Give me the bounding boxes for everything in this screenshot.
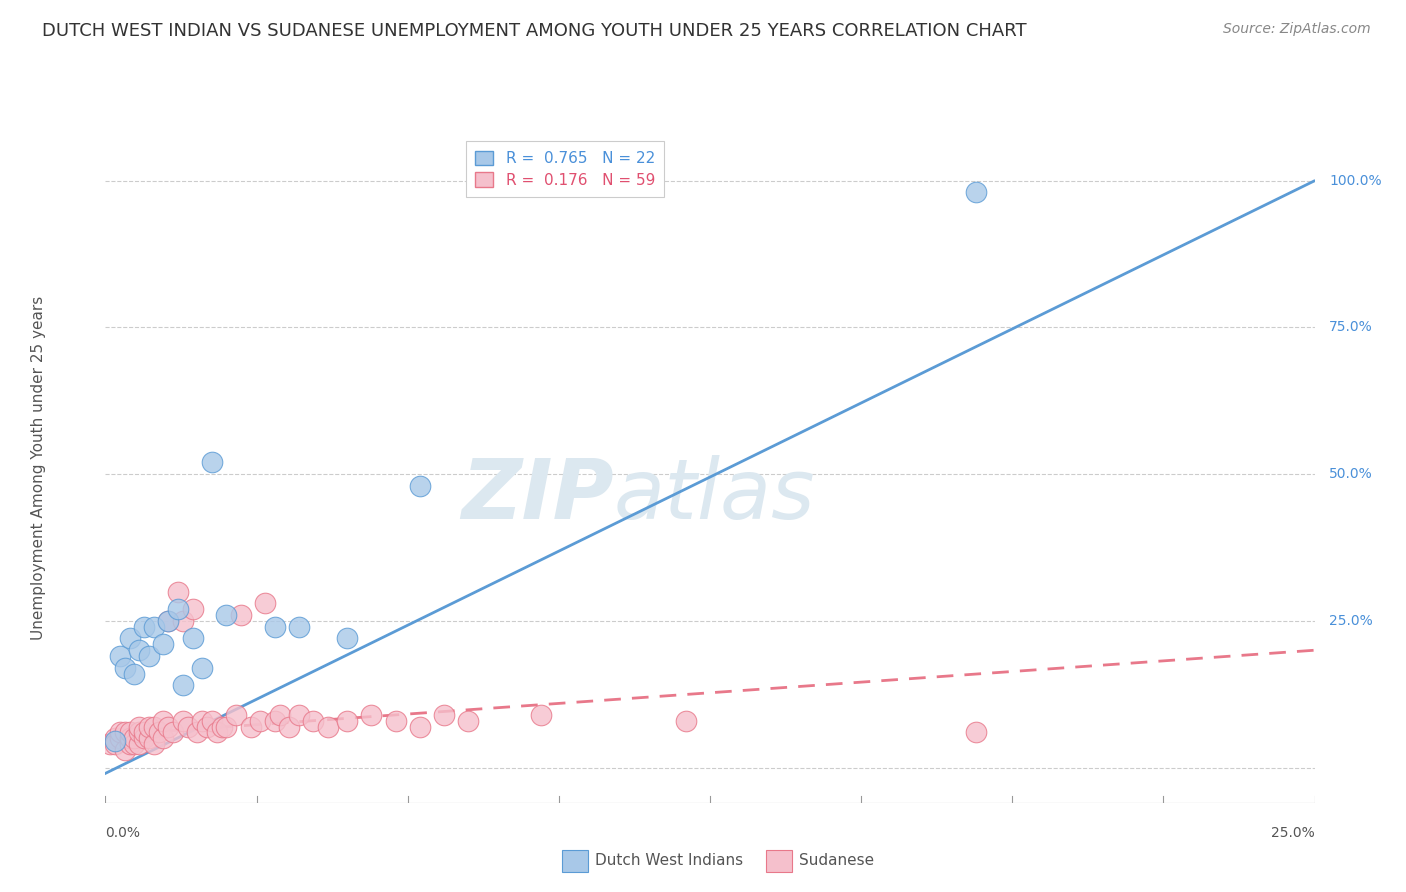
Point bbox=[336, 632, 359, 646]
Point bbox=[128, 643, 150, 657]
Point bbox=[409, 719, 432, 733]
Point bbox=[191, 661, 214, 675]
Text: Unemployment Among Youth under 25 years: Unemployment Among Youth under 25 years bbox=[31, 296, 46, 640]
Point bbox=[134, 725, 156, 739]
Point bbox=[108, 731, 131, 746]
Point bbox=[114, 661, 136, 675]
Point bbox=[118, 725, 141, 739]
Point bbox=[124, 737, 146, 751]
Point bbox=[98, 737, 121, 751]
Legend: R =  0.765   N = 22, R =  0.176   N = 59: R = 0.765 N = 22, R = 0.176 N = 59 bbox=[465, 142, 664, 197]
Point bbox=[118, 737, 141, 751]
Point bbox=[225, 707, 247, 722]
Point bbox=[530, 707, 553, 722]
Text: 75.0%: 75.0% bbox=[1329, 320, 1372, 334]
Point bbox=[134, 620, 156, 634]
Text: 25.0%: 25.0% bbox=[1329, 614, 1372, 628]
Point bbox=[172, 714, 194, 728]
Point bbox=[201, 714, 224, 728]
Point bbox=[360, 707, 382, 722]
Point bbox=[457, 714, 479, 728]
Point bbox=[138, 731, 160, 746]
Point bbox=[215, 607, 238, 622]
Text: 25.0%: 25.0% bbox=[1271, 826, 1315, 840]
Point bbox=[239, 719, 262, 733]
Point bbox=[201, 455, 224, 469]
Point bbox=[336, 714, 359, 728]
Point bbox=[229, 607, 252, 622]
Point bbox=[118, 632, 141, 646]
Point bbox=[124, 666, 146, 681]
Text: 50.0%: 50.0% bbox=[1329, 467, 1372, 481]
Point bbox=[152, 714, 174, 728]
Point bbox=[128, 719, 150, 733]
Point bbox=[288, 707, 311, 722]
Point bbox=[104, 734, 127, 748]
Point bbox=[176, 719, 198, 733]
Point bbox=[288, 620, 311, 634]
Point bbox=[384, 714, 406, 728]
Point bbox=[316, 719, 339, 733]
Point bbox=[114, 743, 136, 757]
Point bbox=[152, 637, 174, 651]
Point bbox=[675, 714, 697, 728]
Text: 100.0%: 100.0% bbox=[1329, 174, 1382, 187]
Point bbox=[152, 731, 174, 746]
Point bbox=[128, 737, 150, 751]
Point bbox=[965, 186, 987, 200]
Point bbox=[172, 678, 194, 692]
Point bbox=[104, 737, 127, 751]
Text: Source: ZipAtlas.com: Source: ZipAtlas.com bbox=[1223, 22, 1371, 37]
Point bbox=[108, 649, 131, 664]
Point bbox=[157, 614, 180, 628]
Text: 0.0%: 0.0% bbox=[105, 826, 141, 840]
Point bbox=[114, 725, 136, 739]
Text: Sudanese: Sudanese bbox=[799, 854, 873, 868]
Text: DUTCH WEST INDIAN VS SUDANESE UNEMPLOYMENT AMONG YOUTH UNDER 25 YEARS CORRELATIO: DUTCH WEST INDIAN VS SUDANESE UNEMPLOYME… bbox=[42, 22, 1026, 40]
Point bbox=[965, 725, 987, 739]
Point bbox=[157, 719, 180, 733]
Point bbox=[278, 719, 301, 733]
Point bbox=[148, 725, 170, 739]
Point bbox=[181, 632, 204, 646]
Point bbox=[263, 620, 285, 634]
Point bbox=[108, 725, 131, 739]
Point bbox=[181, 602, 204, 616]
Point bbox=[302, 714, 325, 728]
Point bbox=[167, 602, 190, 616]
Point bbox=[215, 719, 238, 733]
Text: ZIP: ZIP bbox=[461, 455, 613, 535]
Point bbox=[138, 649, 160, 664]
Point bbox=[409, 479, 432, 493]
Point bbox=[104, 731, 127, 746]
Text: Dutch West Indians: Dutch West Indians bbox=[595, 854, 742, 868]
Point bbox=[433, 707, 456, 722]
Point bbox=[128, 725, 150, 739]
Point bbox=[157, 614, 180, 628]
Point bbox=[142, 719, 165, 733]
Point bbox=[191, 714, 214, 728]
Point bbox=[118, 731, 141, 746]
Point bbox=[172, 614, 194, 628]
Point bbox=[134, 731, 156, 746]
Point bbox=[142, 620, 165, 634]
Point bbox=[138, 719, 160, 733]
Point bbox=[254, 596, 277, 610]
Point bbox=[162, 725, 184, 739]
Point bbox=[167, 584, 190, 599]
Point bbox=[205, 725, 228, 739]
Point bbox=[186, 725, 208, 739]
Point bbox=[269, 707, 291, 722]
Point bbox=[211, 719, 233, 733]
Point bbox=[249, 714, 271, 728]
Text: atlas: atlas bbox=[613, 455, 815, 535]
Point bbox=[195, 719, 218, 733]
Point bbox=[142, 737, 165, 751]
Point bbox=[124, 731, 146, 746]
Point bbox=[263, 714, 285, 728]
